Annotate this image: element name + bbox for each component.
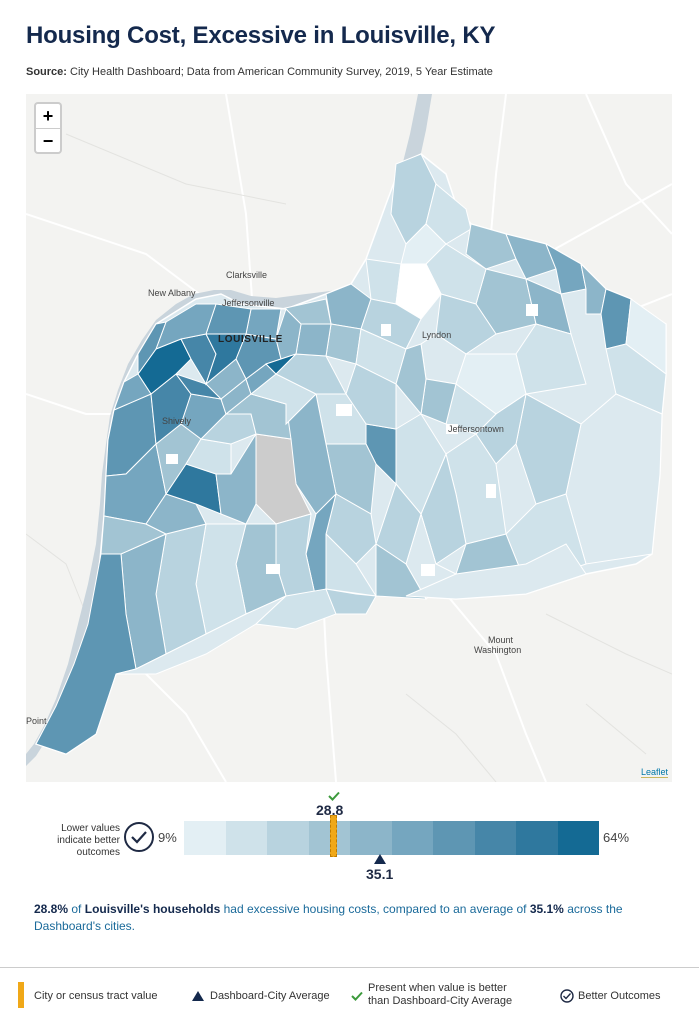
place-lyndon: Lyndon: [422, 330, 452, 340]
better-outcomes-icon: [124, 822, 154, 852]
place-clarksville: Clarksville: [226, 270, 268, 280]
place-new-albany: New Albany: [148, 288, 196, 298]
summary-text: 28.8% of Louisville's households had exc…: [34, 901, 644, 935]
city-value-marker: [330, 815, 337, 857]
place-point: Point: [26, 716, 47, 726]
key-city-tract: City or census tract value: [34, 990, 158, 1002]
key-better-line2: than Dashboard-City Average: [368, 995, 513, 1007]
scale-bin: [557, 821, 599, 855]
scale-bin: [184, 821, 226, 855]
source-label: Source:: [26, 66, 67, 78]
map-container[interactable]: + − Clarksville New Albany Jeffersonvill…: [26, 94, 672, 782]
summary-city: Louisville's households: [84, 902, 221, 916]
zoom-out-button[interactable]: −: [36, 128, 60, 152]
leaflet-attribution[interactable]: Leaflet: [640, 767, 668, 778]
better-check-icon: [328, 791, 340, 801]
summary-average: 35.1%: [529, 902, 564, 916]
scale-bin: [225, 821, 267, 855]
page-title: Housing Cost, Excessive in Louisville, K…: [26, 22, 496, 49]
map-canvas[interactable]: [26, 94, 672, 782]
place-jeffersonville: Jeffersonville: [222, 298, 275, 308]
average-value-label: 35.1: [366, 866, 394, 882]
scale-bin: [308, 821, 350, 855]
zoom-in-button[interactable]: +: [42, 106, 54, 126]
scale-bin: [267, 821, 309, 855]
scale-bin: [474, 821, 516, 855]
scale-min-label: 9%: [158, 830, 177, 845]
source-line: Source: City Health Dashboard; Data from…: [26, 66, 493, 78]
scale-bin: [516, 821, 558, 855]
average-triangle-icon: [374, 854, 386, 864]
city-tract-swatch-icon: [18, 982, 24, 1008]
legend-key: City or census tract value Dashboard-Cit…: [0, 967, 699, 1024]
summary-mid: had excessive housing costs, compared to…: [223, 902, 527, 916]
summary-end: across the Dashboard's cities.: [34, 902, 623, 933]
key-average-triangle-icon: [192, 991, 204, 1001]
zoom-control: + −: [34, 102, 62, 154]
scale-bin: [350, 821, 392, 855]
summary-value: 28.8%: [34, 902, 69, 916]
place-shively: Shively: [162, 416, 192, 426]
place-washington: Washington: [474, 645, 522, 655]
key-better-check-icon: [351, 991, 363, 1001]
key-better-note: Present when value is better than Dashbo…: [368, 982, 512, 1008]
place-mount: Mount: [488, 635, 514, 645]
scale-bin: [391, 821, 433, 855]
key-outcomes: Better Outcomes: [578, 990, 661, 1002]
road-minor: [26, 133, 672, 782]
color-scale: [184, 821, 599, 855]
city-value-label: 28.8: [316, 802, 344, 818]
place-jeffersontown: Jeffersontown: [448, 424, 504, 434]
key-better-line1: Present when value is better: [368, 982, 507, 994]
scale-bin: [433, 821, 475, 855]
summary-of: of: [71, 902, 82, 916]
scale-max-label: 64%: [603, 830, 630, 845]
no-data-areas: [166, 304, 538, 576]
key-outcomes-check-circle-icon: [560, 989, 574, 1003]
census-tracts[interactable]: [35, 153, 667, 755]
place-louisville: LOUISVILLE: [218, 334, 283, 345]
key-average: Dashboard-City Average: [210, 990, 330, 1002]
source-text: City Health Dashboard; Data from America…: [70, 66, 493, 78]
lower-values-note: Lower values indicate better outcomes: [57, 823, 120, 858]
